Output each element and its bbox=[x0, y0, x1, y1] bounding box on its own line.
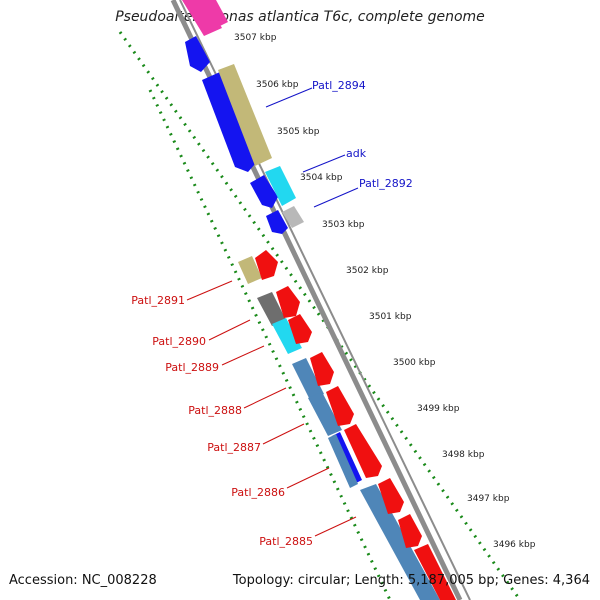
gene-red-2889[interactable] bbox=[288, 314, 312, 344]
gene-cyan-2889[interactable] bbox=[272, 318, 302, 354]
gene-gray-2892[interactable] bbox=[282, 206, 304, 228]
leader-line bbox=[221, 345, 265, 366]
gene-olive-2891[interactable] bbox=[238, 256, 262, 284]
gene-label-patl-2892[interactable]: Patl_2892 bbox=[359, 177, 413, 190]
gene-label-patl-2888[interactable]: Patl_2888 bbox=[188, 404, 242, 417]
leader-line bbox=[265, 87, 313, 108]
gene-steel-2886[interactable] bbox=[328, 434, 358, 488]
accession-text: Accession: NC_008228 bbox=[9, 573, 157, 588]
outer-dotted-ring bbox=[118, 31, 522, 600]
gene-darkgray-2890[interactable] bbox=[257, 292, 286, 326]
gene-blue-2892[interactable] bbox=[266, 210, 288, 234]
outer-band-genes bbox=[202, 0, 304, 228]
kbp-label: 3497 kbp bbox=[467, 494, 510, 504]
inner-dotted-ring bbox=[148, 89, 392, 600]
gene-blue-b[interactable] bbox=[202, 72, 255, 172]
kbp-labels: 3507 kbp 3506 kbp 3505 kbp 3504 kbp 3503… bbox=[234, 33, 536, 550]
kbp-label: 3503 kbp bbox=[322, 220, 365, 230]
gene-cyan-adk[interactable] bbox=[265, 166, 296, 206]
gene-red-2891[interactable] bbox=[255, 250, 278, 280]
leader-line bbox=[262, 423, 305, 445]
leader-line bbox=[313, 187, 359, 208]
leader-line bbox=[286, 467, 330, 489]
kbp-label: 3496 kbp bbox=[493, 540, 536, 550]
forward-labels: Patl_2894 adk Patl_2892 bbox=[265, 79, 413, 208]
gene-red-2888[interactable] bbox=[310, 352, 334, 386]
gene-label-patl-2887[interactable]: Patl_2887 bbox=[207, 441, 261, 454]
gene-label-patl-2885[interactable]: Patl_2885 bbox=[259, 535, 313, 548]
kbp-label: 3502 kbp bbox=[346, 266, 389, 276]
leader-line bbox=[243, 387, 287, 409]
gene-label-patl-2889[interactable]: Patl_2889 bbox=[165, 361, 219, 374]
kbp-label: 3506 kbp bbox=[256, 80, 299, 90]
kbp-label: 3500 kbp bbox=[393, 358, 436, 368]
kbp-label: 3499 kbp bbox=[417, 404, 460, 414]
gene-blue-adk[interactable] bbox=[250, 175, 278, 208]
gene-label-patl-2891[interactable]: Patl_2891 bbox=[131, 294, 185, 307]
gene-red-2887[interactable] bbox=[326, 386, 354, 426]
gene-steel-2887[interactable] bbox=[308, 392, 342, 436]
kbp-label: 3504 kbp bbox=[300, 173, 343, 183]
gene-steel-2885[interactable] bbox=[360, 484, 440, 600]
gene-steel-2888[interactable] bbox=[292, 358, 324, 400]
gene-red-2890[interactable] bbox=[276, 286, 300, 318]
genome-info-text: Topology: circular; Length: 5,187,005 bp… bbox=[232, 573, 590, 588]
forward-genes bbox=[182, 0, 288, 234]
reverse-genes bbox=[238, 250, 456, 600]
reverse-labels: Patl_2891 Patl_2890 Patl_2889 Patl_2888 … bbox=[131, 280, 357, 548]
gene-label-adk[interactable]: adk bbox=[346, 147, 367, 160]
gene-blue-a[interactable] bbox=[185, 36, 210, 72]
leader-line bbox=[314, 516, 357, 537]
leader-line bbox=[208, 319, 251, 341]
kbp-label: 3505 kbp bbox=[277, 127, 320, 137]
gene-red-2885b[interactable] bbox=[398, 514, 422, 548]
leader-line bbox=[302, 154, 346, 173]
kbp-label: 3501 kbp bbox=[369, 312, 412, 322]
kbp-label: 3498 kbp bbox=[442, 450, 485, 460]
gene-label-patl-2890[interactable]: Patl_2890 bbox=[152, 335, 206, 348]
gene-label-patl-2886[interactable]: Patl_2886 bbox=[231, 486, 285, 499]
gene-label-patl-2894[interactable]: Patl_2894 bbox=[312, 79, 366, 92]
gene-olive[interactable] bbox=[218, 64, 272, 166]
leader-line bbox=[186, 280, 233, 301]
gene-red-2885c[interactable] bbox=[414, 544, 456, 600]
gene-red-2886[interactable] bbox=[344, 424, 382, 478]
kbp-label: 3507 kbp bbox=[234, 33, 277, 43]
gene-red-2885a[interactable] bbox=[378, 478, 404, 514]
gene-magenta-outer[interactable] bbox=[202, 0, 228, 30]
